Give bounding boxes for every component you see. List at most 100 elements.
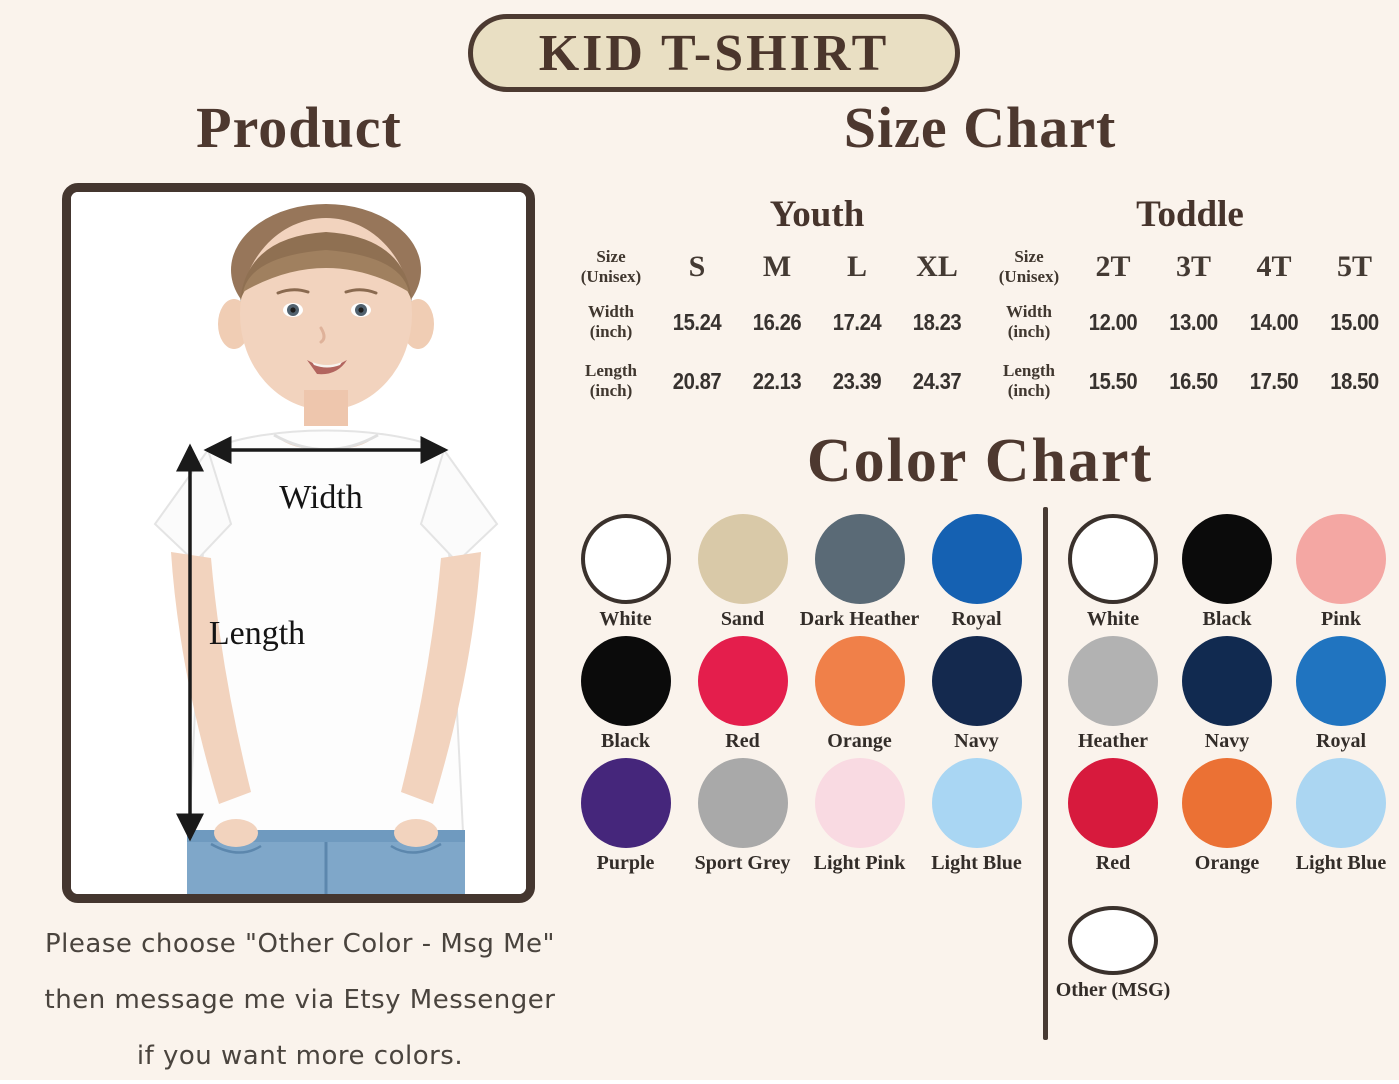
width-measure-label: Width	[279, 479, 363, 516]
size-4t: 4T	[1256, 250, 1292, 283]
color-swatch-sport-grey	[697, 758, 788, 848]
youth-width-l: 17.24	[832, 308, 882, 335]
size-3t: 3T	[1175, 250, 1211, 283]
color-swatch-light-pink	[814, 758, 905, 848]
color-label: Royal	[951, 608, 1002, 630]
color-label: Navy	[954, 730, 999, 752]
color-swatch-light-blue	[931, 758, 1022, 848]
size-2t: 2T	[1095, 250, 1131, 283]
color-swatch-light-blue	[1296, 758, 1386, 848]
color-swatch-royal	[931, 514, 1022, 604]
color-swatch-white	[580, 514, 671, 604]
color-option: Black	[1170, 514, 1284, 636]
youth-length-xl: 24.37	[912, 367, 962, 394]
color-label: Sand	[720, 608, 765, 630]
color-label: Purple	[596, 852, 655, 874]
youth-width-m: 16.26	[752, 308, 802, 335]
color-label: Sport Grey	[694, 852, 791, 874]
color-label: Orange	[827, 730, 892, 752]
color-label: Red	[725, 730, 760, 752]
color-option: Pink	[1284, 514, 1398, 636]
color-option: Orange	[801, 636, 918, 758]
color-chart-heading: Color Chart	[806, 427, 1154, 495]
color-group-toddler: White Black Pink Heather Navy Royal Red	[1056, 514, 1398, 1002]
measurement-arrows: Width Length	[176, 436, 449, 842]
toddle-width-2t: 12.00	[1088, 308, 1138, 335]
color-option: Royal	[918, 514, 1035, 636]
color-label: Pink	[1320, 608, 1362, 630]
color-group-youth: White Sand Dark Heather Royal Black Red …	[567, 514, 1035, 880]
youth-width-s: 15.24	[672, 308, 722, 335]
color-option: Other (MSG)	[1056, 906, 1170, 1002]
color-option: Light Blue	[918, 758, 1035, 880]
color-option: Sand	[684, 514, 801, 636]
color-label: Royal	[1316, 730, 1366, 752]
size-xl: XL	[916, 250, 958, 283]
toddle-length-3t: 16.50	[1169, 367, 1218, 394]
color-label: Navy	[1204, 730, 1250, 752]
color-option: Red	[684, 636, 801, 758]
color-label: Light Blue	[931, 852, 1022, 874]
size-5t: 5T	[1336, 250, 1372, 283]
toddle-width-5t: 15.00	[1330, 308, 1379, 335]
row-label-size: Size (Unisex)	[580, 246, 642, 286]
color-swatch-purple	[580, 758, 671, 848]
row-label-length: Length (inch)	[585, 360, 637, 400]
size-s: S	[688, 250, 706, 283]
color-label: Red	[1095, 852, 1131, 874]
color-swatch-navy	[1182, 636, 1272, 726]
color-swatch-black	[1182, 514, 1272, 604]
toddle-length-4t: 17.50	[1249, 367, 1299, 394]
color-label: White	[599, 608, 652, 630]
color-label: Light Blue	[1295, 852, 1387, 874]
size-table-youth: Youth Size (Unisex) S M L XL Width (inch…	[565, 186, 977, 410]
youth-group-title: Youth	[769, 193, 865, 235]
toddle-length-2t: 15.50	[1088, 367, 1138, 394]
note-line-3: if you want more colors.	[136, 1041, 464, 1071]
color-label: Black	[1202, 608, 1252, 630]
title-badge-label: KID T-SHIRT	[538, 24, 890, 82]
product-heading: Product	[196, 95, 402, 160]
color-option: Black	[567, 636, 684, 758]
length-measure-label: Length	[209, 615, 305, 652]
color-swatch-pink	[1296, 514, 1386, 604]
color-option: Navy	[918, 636, 1035, 758]
color-option: Navy	[1170, 636, 1284, 758]
color-label: Black	[601, 730, 650, 752]
youth-width-xl: 18.23	[912, 308, 962, 335]
color-swatch-heather	[1068, 636, 1158, 726]
note-line-2: then message me via Etsy Messenger	[44, 985, 556, 1015]
color-swatch-orange	[814, 636, 905, 726]
color-swatch-other-msg	[1068, 906, 1158, 975]
color-swatch-red	[1068, 758, 1158, 848]
product-photo-frame: Width Length	[62, 183, 535, 903]
color-swatch-black	[580, 636, 671, 726]
youth-length-l: 23.39	[832, 367, 882, 394]
row-label-length: Length (inch)	[1003, 360, 1055, 400]
other-color-note: Please choose "Other Color - Msg Me" the…	[40, 916, 560, 1084]
color-swatch-orange	[1182, 758, 1272, 848]
size-m: M	[762, 250, 792, 283]
color-label: Orange	[1194, 852, 1260, 874]
youth-length-s: 20.87	[672, 367, 722, 394]
color-option: Purple	[567, 758, 684, 880]
color-label: Dark Heather	[799, 608, 920, 630]
color-option: White	[567, 514, 684, 636]
toddle-group-title: Toddle	[1136, 193, 1244, 235]
row-label-width: Width (inch)	[1006, 301, 1052, 341]
color-swatch-dark-heather	[814, 514, 905, 604]
color-option: Heather	[1056, 636, 1170, 758]
color-label: Light Pink	[813, 852, 906, 874]
color-chart-divider	[1043, 507, 1048, 1040]
color-swatch-white	[1068, 514, 1158, 604]
toddle-width-4t: 14.00	[1249, 308, 1299, 335]
color-option: Orange	[1170, 758, 1284, 880]
color-option: White	[1056, 514, 1170, 636]
color-swatch-navy	[931, 636, 1022, 726]
note-line-1: Please choose "Other Color - Msg Me"	[44, 929, 555, 959]
size-chart-heading: Size Chart	[843, 95, 1117, 160]
color-option: Royal	[1284, 636, 1398, 758]
row-label-width: Width (inch)	[588, 301, 634, 341]
color-swatch-sand	[697, 514, 788, 604]
